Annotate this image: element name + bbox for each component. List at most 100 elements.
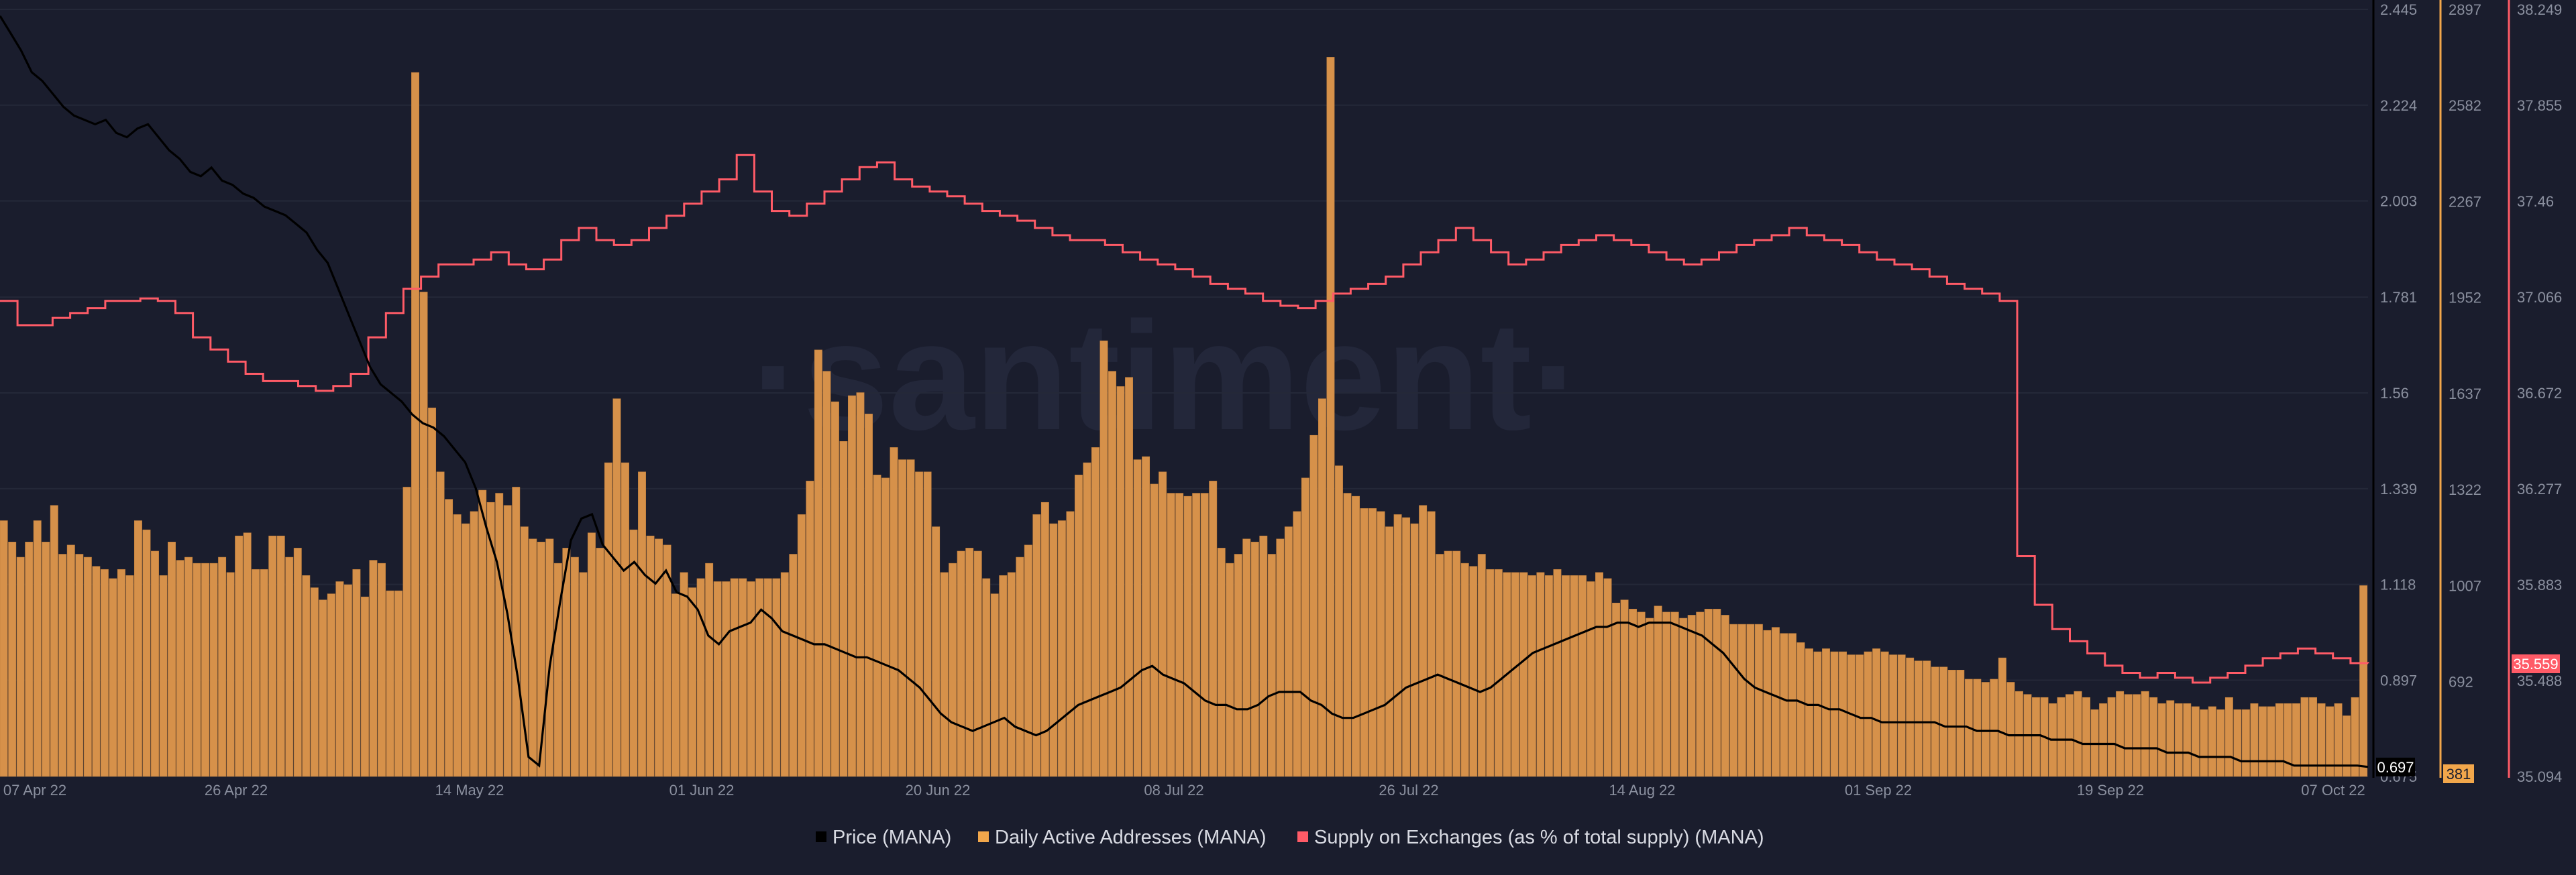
x-axis: 07 Apr 22 26 Apr 22 14 May 22 01 Jun 22 20 J… [3, 782, 2365, 799]
daa-bar [369, 560, 378, 777]
daa-bar [940, 572, 949, 777]
supply-tick-label: 37.066 [2517, 289, 2562, 306]
legend-label-price: Price (MANA) [833, 827, 951, 848]
x-tick-label: 07 Apr 22 [3, 782, 66, 799]
daa-bar [2317, 703, 2326, 777]
daa-bar [579, 572, 588, 777]
daa-bar [545, 538, 554, 777]
daa-bar [780, 572, 789, 777]
daa-bar [730, 578, 739, 777]
daa-tick-label: 692 [2449, 674, 2473, 691]
daa-bar [218, 557, 227, 777]
daa-bar [1142, 456, 1150, 777]
daa-bar [2116, 691, 2125, 777]
price-current-value: 0.697 [2377, 759, 2414, 776]
legend-item-price[interactable]: Price (MANA) [816, 827, 951, 848]
daa-bar [688, 587, 697, 777]
daa-bar [865, 414, 873, 777]
daa-bar [2326, 706, 2334, 777]
legend-item-supply[interactable]: Supply on Exchanges (as % of total suppl… [1297, 827, 1764, 848]
daa-bar [352, 569, 361, 777]
daa-bar [1754, 624, 1763, 777]
daa-bar [2241, 709, 2250, 777]
daa-bar [209, 563, 218, 777]
daa-bar [1074, 475, 1083, 777]
daa-bar [1603, 578, 1612, 777]
daa-bar [596, 548, 604, 777]
daa-bar [1016, 557, 1024, 777]
daa-bar [302, 575, 311, 777]
legend-item-daa[interactable]: Daily Active Addresses (MANA) [978, 827, 1267, 848]
watermark: ·santiment· [751, 290, 1583, 462]
daa-bar [1250, 542, 1259, 777]
daa-tick-label: 2582 [2449, 97, 2481, 114]
supply-tick-label: 35.883 [2517, 577, 2562, 593]
price-tick-label: 1.339 [2380, 481, 2417, 498]
daa-bar [965, 548, 974, 777]
daa-bar [402, 487, 411, 777]
daa-bar [1620, 599, 1629, 777]
daa-bar [1578, 575, 1587, 777]
daa-bar [0, 520, 8, 777]
daa-bar [8, 542, 17, 777]
daa-bar [1998, 657, 2006, 777]
daa-bar [570, 557, 579, 777]
daa-bar [1427, 511, 1436, 777]
daa-bar [252, 569, 260, 777]
daa-bar [1091, 447, 1099, 777]
daa-bar [839, 441, 848, 777]
daa-bar [1150, 483, 1159, 777]
price-tick-label: 0.897 [2380, 673, 2417, 689]
daa-bar [1360, 508, 1368, 777]
daa-bar [360, 596, 369, 777]
daa-bar [1318, 398, 1326, 777]
daa-bar [1352, 495, 1360, 777]
daa-bar [1217, 548, 1226, 777]
daa-bar [335, 581, 344, 777]
daa-bar [2343, 715, 2351, 777]
daa-bar [2191, 706, 2200, 777]
price-current-badge: 0.697 [2376, 758, 2415, 776]
daa-tick-label: 1637 [2449, 386, 2481, 402]
daa-bar [646, 535, 655, 777]
daa-bar [2309, 697, 2317, 777]
daa-bar [2334, 703, 2343, 777]
daa-bar [310, 587, 319, 777]
daa-bar [621, 462, 629, 777]
daa-bar [638, 471, 646, 777]
price-tick-label: 1.56 [2380, 385, 2409, 402]
daa-bar [478, 489, 487, 777]
daa-axis: 2897 2582 2267 1952 1637 1322 1007 692 [2449, 1, 2481, 691]
daa-bar [1116, 386, 1125, 777]
daa-bar [1452, 550, 1461, 777]
daa-bar [42, 542, 50, 777]
daa-bar [1813, 651, 1822, 777]
daa-bar [990, 593, 999, 777]
daa-tick-label: 1322 [2449, 481, 2481, 498]
daa-bar [755, 578, 764, 777]
daa-bar [1721, 615, 1729, 777]
daa-bar [1368, 508, 1377, 777]
daa-bar [1259, 535, 1268, 777]
daa-bar [1444, 550, 1452, 777]
daa-bar [486, 502, 495, 777]
daa-bar [83, 557, 92, 777]
daa-bar [789, 554, 798, 777]
daa-bar [1737, 624, 1746, 777]
daa-bar [159, 575, 168, 777]
daa-bar [1393, 514, 1402, 777]
daa-bar [176, 560, 184, 777]
legend-swatch-supply [1297, 831, 1308, 842]
daa-bar [1612, 602, 1621, 777]
daa-bar [2099, 703, 2108, 777]
daa-bar [1646, 618, 1654, 777]
daa-bar [2031, 697, 2040, 777]
daa-bar [495, 493, 504, 777]
supply-tick-label: 35.094 [2517, 768, 2562, 785]
daa-bar [1284, 526, 1293, 777]
daa-bar [2082, 697, 2091, 777]
supply-tick-label: 37.46 [2517, 193, 2554, 210]
daa-bar [906, 459, 915, 777]
daa-bar [587, 532, 596, 777]
daa-bar [2107, 697, 2116, 777]
